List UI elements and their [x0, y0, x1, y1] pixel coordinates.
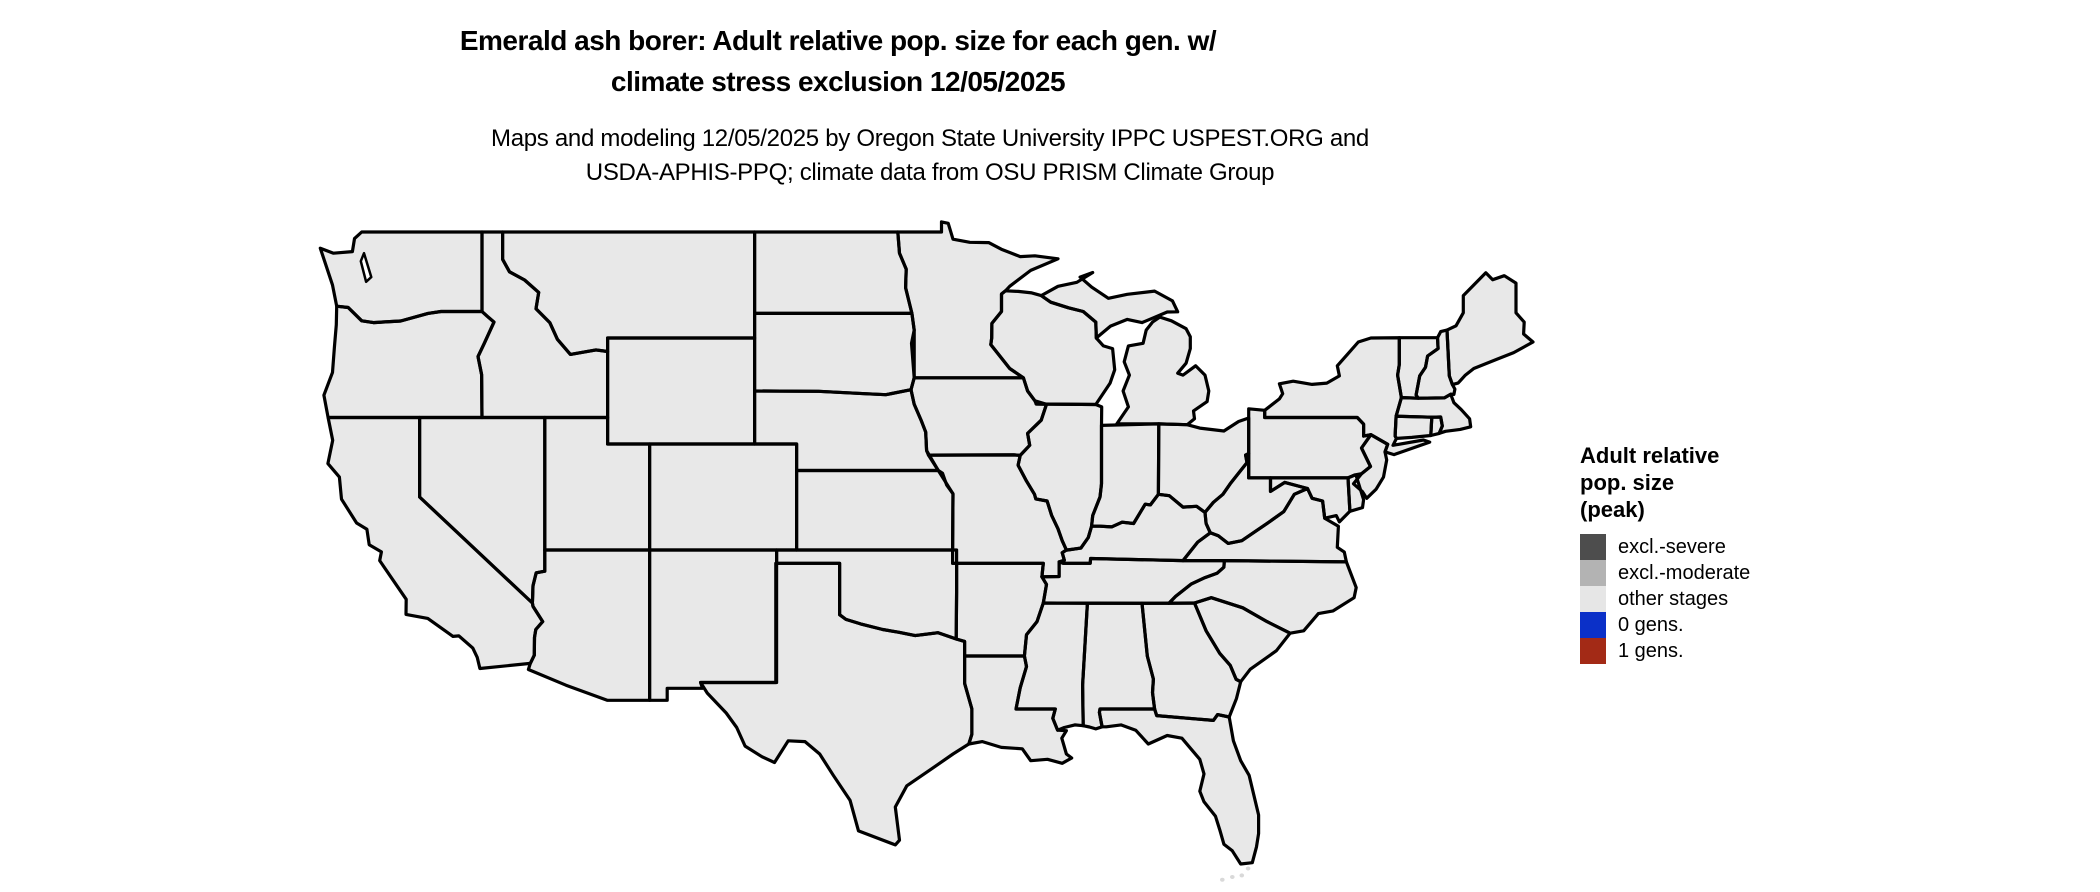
- florida-keys: [1220, 877, 1225, 882]
- state-border: [1014, 601, 1090, 732]
- puget-sound-water: [359, 251, 373, 284]
- map-extras: [359, 251, 1251, 882]
- legend: Adult relative pop. size (peak) excl.-se…: [1580, 442, 1840, 664]
- page-subtitle: Maps and modeling 12/05/2025 by Oregon S…: [491, 122, 1369, 190]
- state-shape: [323, 305, 495, 418]
- legend-item: excl.-severe: [1580, 534, 1840, 560]
- state-border: [698, 561, 974, 847]
- state-border: [1445, 271, 1535, 387]
- legend-item: excl.-moderate: [1580, 560, 1840, 586]
- page-title-line2: climate stress exclusion 12/05/2025: [610, 66, 1066, 97]
- legend-swatch-excl-severe: [1580, 534, 1606, 560]
- page-title-line1: Emerald ash borer: Adult relative pop. s…: [459, 25, 1217, 56]
- legend-item-label: other stages: [1618, 587, 1729, 610]
- legend-item-label: excl.-moderate: [1618, 561, 1751, 584]
- legend-item-label: 0 gens.: [1618, 613, 1684, 636]
- florida-keys: [1239, 873, 1245, 878]
- legend-swatch-0-gens: [1580, 612, 1606, 638]
- state-shape: [1098, 708, 1260, 865]
- legend-swatch-other-stages: [1580, 586, 1606, 612]
- florida-keys: [1230, 875, 1235, 879]
- state-shape: [607, 337, 756, 445]
- legend-item-label: 1 gens.: [1618, 639, 1684, 662]
- state-shape: [649, 549, 778, 701]
- page-subtitle-line2: USDA-APHIS-PPQ; climate data from OSU PR…: [585, 159, 1275, 186]
- state-borders: [318, 220, 1535, 866]
- state-shape: [754, 231, 913, 314]
- state-shape: [1446, 272, 1534, 386]
- page-subtitle-line1: Maps and modeling 12/05/2025 by Oregon S…: [491, 125, 1369, 152]
- state-border: [526, 548, 652, 702]
- state-border: [1039, 270, 1180, 340]
- legend-title: Adult relative pop. size (peak): [1580, 443, 1720, 522]
- legend-swatch-excl-moderate: [1580, 560, 1606, 586]
- state-shape: [1248, 408, 1372, 479]
- state-border: [1115, 315, 1211, 427]
- legend-item: 1 gens.: [1580, 638, 1840, 664]
- legend-item-label: excl.-severe: [1618, 535, 1726, 558]
- legend-item: other stages: [1580, 586, 1840, 612]
- page-title: Emerald ash borer: Adult relative pop. s…: [459, 20, 1217, 102]
- state-fills: [319, 221, 1534, 865]
- florida-keys: [1245, 866, 1251, 871]
- overlay-region-0-gens-speck: [1060, 259, 1073, 264]
- state-shape: [796, 470, 954, 551]
- legend-swatch-1-gens: [1580, 638, 1606, 664]
- state-shape: [754, 312, 915, 396]
- state-shape: [649, 443, 798, 551]
- legend-item: 0 gens.: [1580, 612, 1840, 638]
